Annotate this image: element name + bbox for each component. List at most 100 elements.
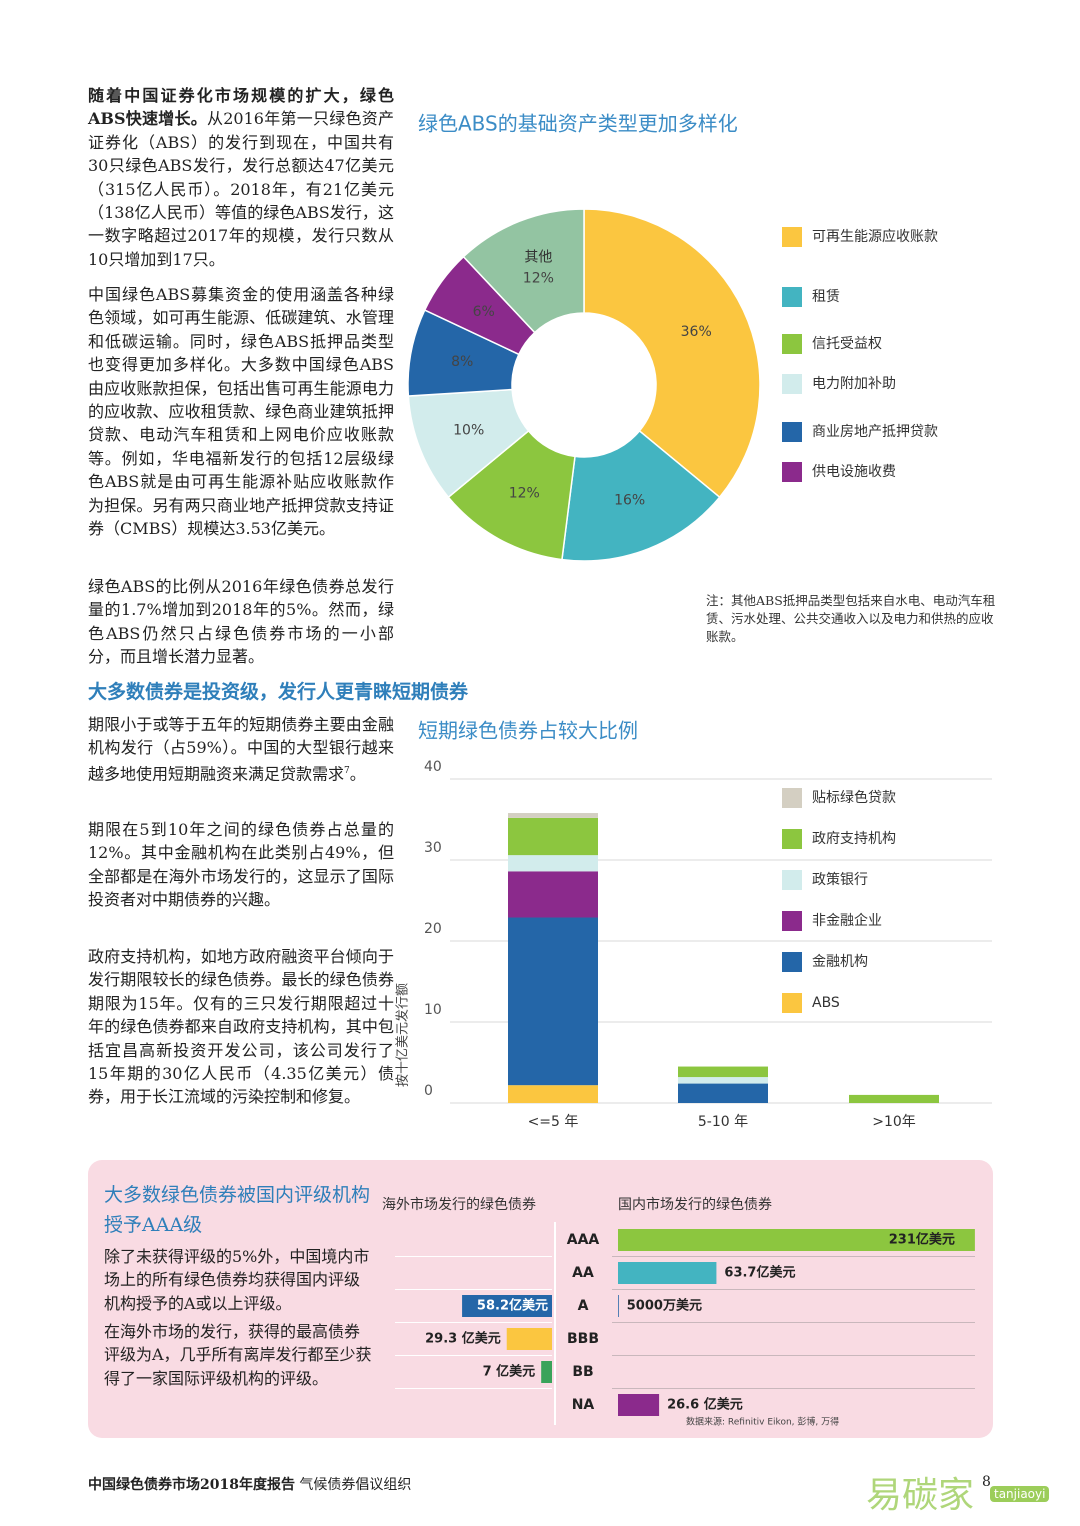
paragraph: 绿色ABS的比例从2016年绿色债券总发行量的1.7%增加到2018年的5%。然… bbox=[88, 577, 394, 667]
paragraph: 中国绿色ABS募集资金的使用涵盖各种绿色领域，如可再生能源、低碳建筑、水管理和低… bbox=[88, 285, 394, 539]
legend-swatch bbox=[782, 870, 802, 890]
legend-swatch bbox=[782, 993, 802, 1013]
x-tick-label: <=5 年 bbox=[528, 1114, 579, 1130]
value-label: 5000万美元 bbox=[627, 1298, 702, 1314]
rating-label: BB bbox=[572, 1364, 593, 1380]
rating-bar bbox=[618, 1295, 619, 1317]
series-heading: 国内市场发行的绿色债券 bbox=[618, 1196, 772, 1213]
legend-label: 租赁 bbox=[812, 289, 840, 305]
footer-org: 气候债券倡议组织 bbox=[299, 1477, 412, 1493]
bar-segment bbox=[508, 1085, 598, 1103]
bar-segment bbox=[508, 871, 598, 918]
legend-label: 电力附加补助 bbox=[812, 376, 896, 392]
page-number: 8 bbox=[982, 1474, 991, 1490]
section-heading: 大多数债券是投资级，发行人更青睐短期债券 bbox=[88, 681, 469, 703]
legend-swatch bbox=[782, 227, 802, 247]
paragraph: 政府支持机构，如地方政府融资平台倾向于发行期限较长的绿色债券。最长的绿色债券期限… bbox=[88, 947, 394, 1107]
series-heading: 海外市场发行的绿色债券 bbox=[382, 1196, 536, 1213]
rating-label: BBB bbox=[567, 1331, 599, 1347]
value-label: 36% bbox=[681, 324, 712, 340]
rating-label: A bbox=[578, 1298, 589, 1314]
value-label: 231亿美元 bbox=[889, 1232, 955, 1248]
text: 。 bbox=[349, 764, 366, 784]
value-label: 7 亿美元 bbox=[483, 1364, 536, 1380]
legend-label: ABS bbox=[812, 995, 840, 1011]
legend-swatch bbox=[782, 911, 802, 931]
value-label: 12% bbox=[523, 271, 554, 287]
legend-label: 政策银行 bbox=[812, 871, 868, 888]
bar-segment bbox=[508, 813, 598, 818]
y-tick-label: 20 bbox=[424, 921, 442, 937]
bar-segment bbox=[678, 1077, 768, 1084]
legend-label: 信托受益权 bbox=[812, 336, 882, 352]
legend-swatch bbox=[782, 334, 802, 354]
legend-swatch bbox=[782, 829, 802, 849]
rating-bar bbox=[506, 1328, 552, 1350]
slice-name: 其他 bbox=[524, 250, 552, 266]
legend-swatch bbox=[782, 422, 802, 442]
bar-segment bbox=[678, 1083, 768, 1103]
rating-label: NA bbox=[572, 1397, 595, 1413]
legend-label: 金融机构 bbox=[812, 954, 868, 970]
bar-segment bbox=[508, 855, 598, 872]
legend-label: 贴标绿色贷款 bbox=[812, 789, 896, 806]
bar-segment bbox=[678, 1066, 768, 1078]
rating-bar bbox=[462, 1295, 552, 1317]
footer-report: 中国绿色债券市场2018年度报告 bbox=[88, 1477, 295, 1493]
text: 期限小于或等于五年的短期债券主要由金融机构发行（占59%）。中国的大型银行越来越… bbox=[88, 715, 394, 784]
chart-title: 绿色ABS的基础资产类型更加多样化 bbox=[418, 112, 738, 136]
x-tick-label: >10年 bbox=[872, 1114, 916, 1130]
donut-slice bbox=[583, 208, 761, 499]
value-label: 10% bbox=[453, 423, 484, 439]
y-axis-label: 按十亿美元发行额 bbox=[395, 983, 411, 1087]
y-tick-label: 40 bbox=[424, 759, 442, 775]
value-label: 63.7亿美元 bbox=[724, 1265, 795, 1281]
y-tick-label: 10 bbox=[424, 1002, 442, 1018]
footnote-ref: 7 bbox=[344, 765, 350, 776]
x-tick-label: 5-10 年 bbox=[698, 1114, 748, 1130]
chart-note: 注：其他ABS抵押品类型包括来自水电、电动汽车租赁、污水处理、公共交通收入以及电… bbox=[706, 593, 996, 644]
rating-bar bbox=[618, 1394, 660, 1416]
legend-label: 供电设施收费 bbox=[812, 464, 896, 480]
y-tick-label: 30 bbox=[424, 840, 442, 856]
donut-slice bbox=[447, 429, 576, 561]
legend-label: 商业房地产抵押贷款 bbox=[812, 424, 938, 440]
legend-swatch bbox=[782, 952, 802, 972]
chart-title: 短期绿色债券占较大比例 bbox=[418, 719, 638, 743]
lead: 随着中国证券化市场规模的扩大，绿色ABS快速增长。 bbox=[88, 86, 394, 129]
source: 数据来源: Refinitiv Eikon, 彭博, 万得 bbox=[686, 1416, 839, 1428]
value-label: 29.3 亿美元 bbox=[425, 1331, 501, 1347]
bar-segment bbox=[849, 1094, 939, 1103]
paragraph: 期限小于或等于五年的短期债券主要由金融机构发行（占59%）。中国的大型银行越来越… bbox=[88, 713, 394, 786]
footer: 中国绿色债券市场2018年度报告 气候债券倡议组织 bbox=[88, 1474, 411, 1494]
rating-bar bbox=[618, 1262, 717, 1284]
value-label: 6% bbox=[473, 304, 495, 320]
value-label: 12% bbox=[509, 486, 540, 502]
donut-slice bbox=[561, 429, 721, 562]
panel-title: 大多数绿色债券被国内评级机构授予AAA级 bbox=[104, 1184, 371, 1236]
paragraph: 在海外市场的发行，获得的最高债券评级为A，几乎所有离岸发行都至少获得了一家国际评… bbox=[104, 1322, 372, 1388]
legend-swatch bbox=[782, 462, 802, 482]
rating-label: AA bbox=[572, 1265, 594, 1281]
legend-swatch bbox=[782, 374, 802, 394]
watermark: 易碳家 bbox=[866, 1475, 975, 1516]
legend-swatch bbox=[782, 287, 802, 307]
value-label: 26.6 亿美元 bbox=[667, 1397, 743, 1413]
legend-swatch bbox=[782, 788, 802, 808]
paragraph: 期限在5到10年之间的绿色债券占总量的12%。其中金融机构在此类别占49%，但全… bbox=[88, 820, 394, 910]
legend-label: 可再生能源应收账款 bbox=[812, 228, 938, 245]
rating-label: AAA bbox=[567, 1232, 600, 1248]
paragraph: 除了未获得评级的5%外，中国境内市场上的所有绿色债券均获得国内评级机构授予的A或… bbox=[104, 1247, 370, 1313]
value-label: 8% bbox=[451, 354, 473, 370]
bar-segment bbox=[508, 817, 598, 856]
legend-label: 政府支持机构 bbox=[812, 831, 896, 847]
donut-slice bbox=[462, 208, 585, 334]
y-tick-label: 0 bbox=[424, 1083, 433, 1099]
value-label: 58.2亿美元 bbox=[477, 1298, 548, 1314]
value-label: 16% bbox=[614, 492, 645, 508]
legend-label: 非金融企业 bbox=[812, 912, 882, 929]
rating-bar bbox=[618, 1229, 975, 1251]
paragraph: 随着中国证券化市场规模的扩大，绿色ABS快速增长。从2016年第一只绿色资产证券… bbox=[88, 84, 394, 271]
